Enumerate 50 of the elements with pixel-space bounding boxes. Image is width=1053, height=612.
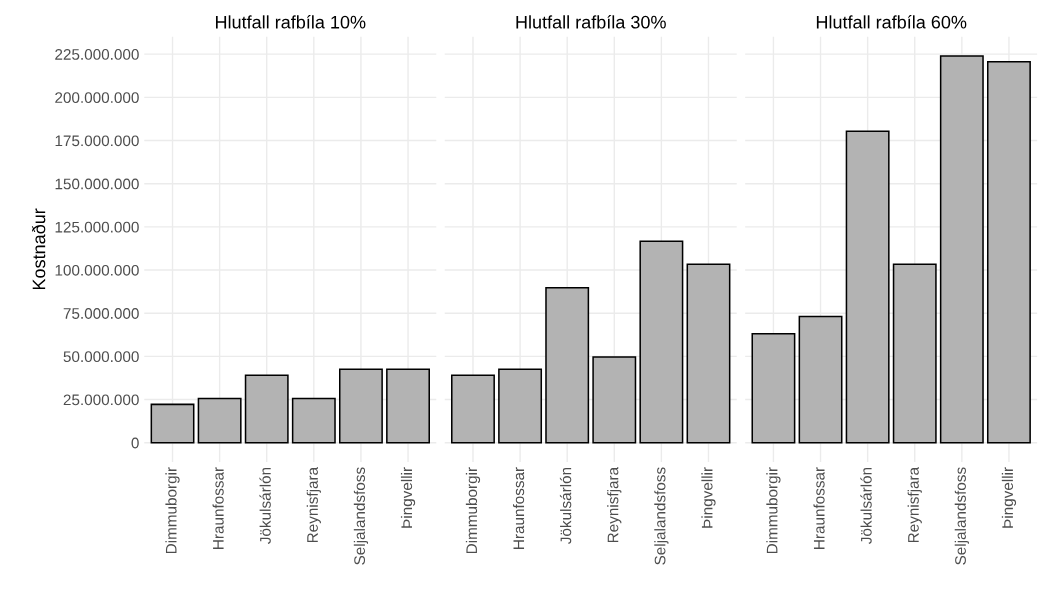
y-tick-label: 125.000.000	[55, 221, 139, 233]
x-tick-label: Dimmuborgir	[766, 467, 781, 554]
bar	[338, 368, 383, 444]
bar	[291, 397, 336, 444]
bar	[845, 130, 890, 444]
bar	[244, 374, 289, 444]
y-tick-label: 25.000.000	[63, 394, 139, 406]
x-tick-label: Hraunfossar	[212, 467, 224, 549]
bar	[939, 55, 984, 444]
bar	[386, 368, 430, 444]
bar	[639, 240, 684, 444]
bar	[197, 397, 242, 444]
x-tick-label: Þingvellir	[400, 467, 416, 528]
bar	[150, 403, 195, 444]
bar	[592, 356, 637, 444]
bar	[545, 286, 590, 444]
x-tick-label: Seljalandsfoss	[954, 467, 969, 565]
x-tick-label: Reynisfjara	[306, 466, 321, 543]
y-tick-label: 75.000.000	[63, 308, 139, 319]
bar	[686, 263, 731, 444]
x-tick-label: Seljalandsfoss	[353, 467, 369, 565]
bar	[751, 332, 796, 444]
x-tick-label: Seljalandsfoss	[654, 467, 669, 565]
chart-title: Hlutfall rafbíla 10%	[215, 15, 366, 29]
x-tick-label: Jökulsárlón	[860, 467, 872, 544]
x-tick-label: Jökulsárlón	[259, 467, 271, 544]
x-tick-label: Reynisfjara	[607, 466, 622, 543]
bar	[986, 60, 1031, 444]
bar	[498, 368, 543, 444]
y-tick-label: 0	[131, 437, 139, 449]
x-tick-label: Reynisfjara	[907, 466, 922, 543]
y-tick-label: 200.000.000	[55, 92, 139, 104]
bar	[892, 263, 937, 444]
x-tick-label: Hraunfossar	[813, 467, 825, 549]
y-tick-label: 225.000.000	[55, 49, 139, 60]
y-tick-label: 100.000.000	[55, 264, 139, 276]
chart-title: Hlutfall rafbíla 60%	[816, 15, 967, 29]
y-tick-label: 50.000.000	[63, 351, 139, 363]
chart-title: Hlutfall rafbíla 30%	[516, 15, 666, 29]
bar	[798, 315, 843, 444]
x-tick-label: Dimmuborgir	[465, 467, 481, 554]
x-tick-label: Þingvellir	[701, 467, 716, 528]
x-tick-label: Þingvellir	[1001, 467, 1017, 528]
x-tick-label: Hraunfossar	[512, 467, 525, 549]
y-tick-label: 175.000.000	[55, 135, 139, 147]
x-tick-label: Dimmuborgir	[165, 467, 180, 554]
y-tick-label: 150.000.000	[55, 178, 139, 190]
y-axis-title: Kostnaður	[31, 208, 46, 290]
bar	[451, 374, 495, 444]
x-tick-label: Jökulsárlón	[559, 467, 572, 544]
